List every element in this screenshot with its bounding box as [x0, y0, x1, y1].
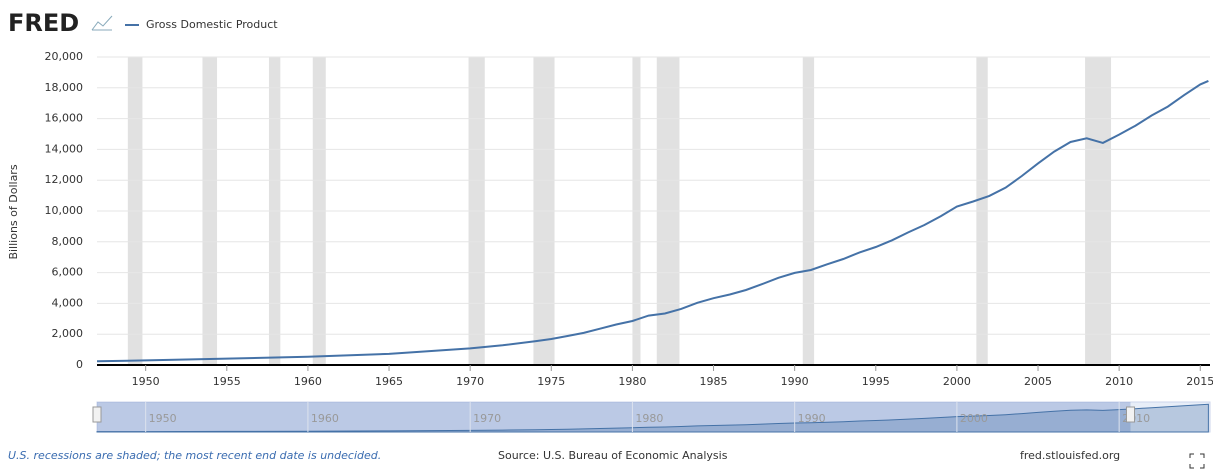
x-tick-label: 2015: [1186, 375, 1213, 388]
navigator-area: [96, 403, 1209, 433]
y-tick-label: 12,000: [45, 173, 84, 186]
site: fred.stlouisfed.org: [1020, 449, 1120, 462]
navigator-handle[interactable]: [1126, 406, 1135, 423]
fullscreen-button[interactable]: [1189, 453, 1205, 469]
x-tick-label: 1980: [618, 375, 646, 388]
y-tick-label: 14,000: [45, 142, 84, 155]
navigator-tick-label: 2000: [960, 412, 988, 425]
navigator-tick-label: 1990: [798, 412, 826, 425]
x-tick-label: 1975: [537, 375, 565, 388]
y-tick-label: 20,000: [45, 50, 84, 63]
navigator-tick-label: 1960: [311, 412, 339, 425]
source: Source: U.S. Bureau of Economic Analysis: [498, 449, 728, 462]
x-tick-label: 1985: [700, 375, 728, 388]
y-tick-label: 0: [76, 358, 83, 371]
y-tick-label: 2,000: [52, 327, 84, 340]
navigator-tick-label: 1950: [149, 412, 177, 425]
x-tick-label: 2005: [1024, 375, 1052, 388]
x-tick-label: 1955: [213, 375, 241, 388]
y-tick-label: 10,000: [45, 204, 84, 217]
navigator-tick-label: 1980: [635, 412, 663, 425]
x-tick-label: 2000: [943, 375, 971, 388]
logo-icon: [91, 15, 113, 31]
y-tick-label: 8,000: [52, 235, 84, 248]
x-tick-label: 2010: [1105, 375, 1133, 388]
note: U.S. recessions are shaded; the most rec…: [8, 449, 381, 462]
x-tick-label: 1995: [862, 375, 890, 388]
x-tick-label: 1965: [375, 375, 403, 388]
y-tick-label: 6,000: [52, 266, 84, 279]
x-tick-label: 1950: [132, 375, 160, 388]
x-tick-label: 1960: [294, 375, 322, 388]
y-tick-label: 4,000: [52, 296, 84, 309]
legend-label: Gross Domestic Product: [146, 18, 278, 31]
x-tick-label: 1970: [456, 375, 484, 388]
navigator-tick-label: 1970: [473, 412, 501, 425]
y-axis-label: Billions of Dollars: [7, 164, 20, 259]
x-tick-label: 1990: [781, 375, 809, 388]
y-tick-label: 16,000: [45, 112, 84, 125]
navigator-handle[interactable]: [92, 406, 102, 423]
y-tick-label: 18,000: [45, 81, 84, 94]
data-line: [96, 79, 1209, 363]
logo: FRED: [8, 9, 79, 37]
